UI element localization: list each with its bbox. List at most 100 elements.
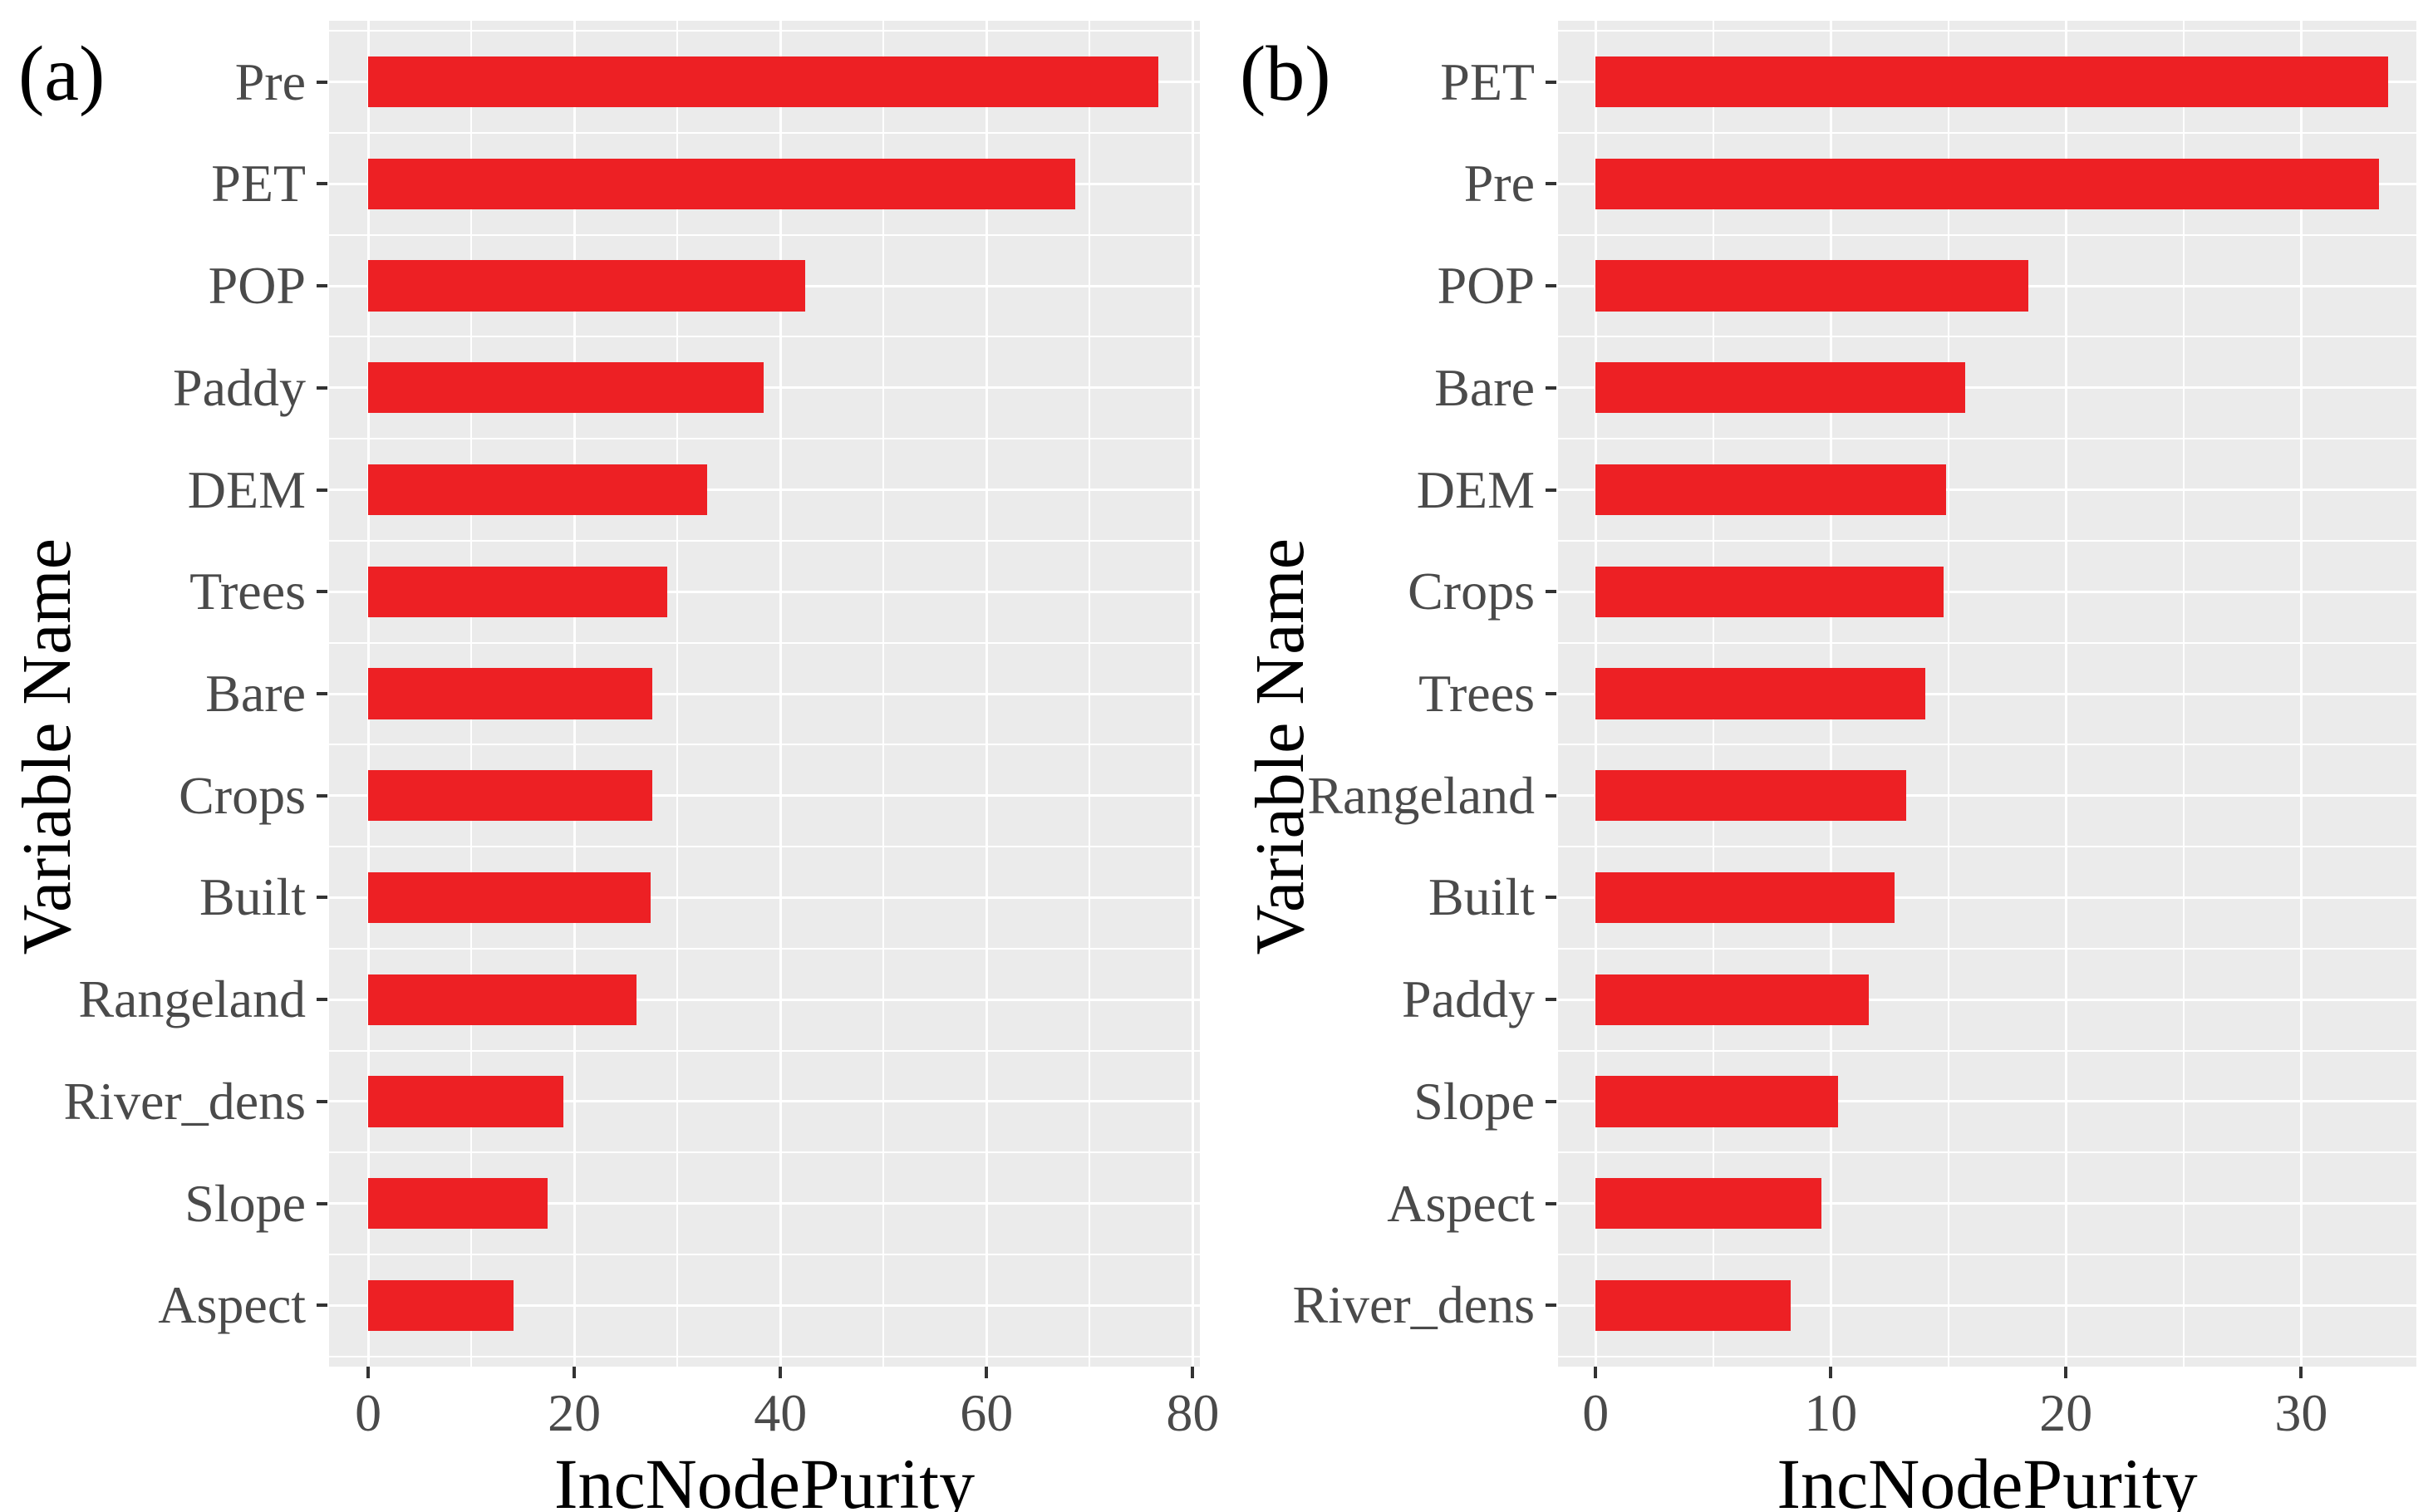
y-tick-mark [1546,182,1556,186]
gridline-horizontal-major [1558,794,2416,798]
bar-Slope [368,1177,548,1230]
gridline-horizontal-minor [329,744,1200,746]
bar-Bare [1595,362,1965,414]
gridline-horizontal-minor [1558,744,2416,746]
gridline-horizontal-minor [1558,1254,2416,1255]
bar-Trees [1595,668,1925,719]
y-category-label: Aspect [1387,1173,1535,1233]
y-tick-mark [1546,1201,1556,1205]
y-category-label: Paddy [1402,970,1535,1029]
y-category-label: Pre [234,52,306,111]
y-category-label: Pre [1463,154,1535,214]
bar-PET [1595,56,2389,108]
y-tick-mark [317,1303,327,1308]
x-tick-label: 80 [1166,1383,1220,1442]
gridline-horizontal-major [1558,386,2416,390]
x-tick-mark [985,1367,989,1378]
y-tick-mark [317,385,327,390]
x-axis-title-b: IncNodePurity [1777,1444,2198,1512]
gridline-horizontal-minor [329,1049,1200,1052]
y-category-label: Bare [1434,357,1535,417]
y-axis-title-a: Variable Name [8,538,86,955]
gridline-horizontal-major [329,998,1200,1001]
x-tick-mark [1191,1367,1195,1378]
y-category-label: Built [199,867,306,927]
gridline-horizontal-major [1558,896,2416,899]
y-category-label: DEM [1416,459,1535,519]
x-tick-mark [366,1367,371,1378]
gridline-horizontal-major [329,386,1200,390]
y-tick-mark [317,692,327,695]
y-tick-mark [1546,385,1556,390]
gridline-horizontal-major [329,590,1200,593]
y-category-label: Crops [179,765,306,825]
y-tick-mark [317,998,327,1002]
gridline-horizontal-major [329,1303,1200,1307]
gridline-horizontal-major [1558,488,2416,492]
gridline-horizontal-minor [329,233,1200,236]
bar-Paddy [1595,974,1869,1025]
y-category-label: PET [1440,52,1535,111]
gridline-horizontal-major [329,896,1200,899]
y-category-label: POP [1437,256,1535,316]
bar-chart-panel-b: IncNodePurity 0 10 20 30 PET Pre POP Bare DEM Cro… [1293,21,2416,1512]
x-tick-mark [1594,1367,1598,1378]
bar-Pre [368,56,1159,108]
y-category-label: Bare [205,664,306,723]
bar-Crops [368,770,653,822]
bar-Rangeland [1595,770,1906,822]
bar-Aspect [368,1279,514,1332]
y-category-label: Paddy [173,357,306,417]
y-tick-mark [317,80,327,84]
bar-DEM [368,464,708,516]
y-category-label: River_dens [63,1071,307,1131]
gridline-horizontal-minor [1558,30,2416,32]
y-tick-mark [317,182,327,186]
y-category-label: Trees [1418,664,1535,723]
y-tick-mark [317,896,327,900]
bar-River_dens [1595,1279,1792,1332]
panel-a-label: (a) [18,31,106,117]
gridline-horizontal-minor [1558,1355,2416,1357]
y-category-label: Slope [1413,1071,1535,1131]
gridline-horizontal-minor [329,539,1200,542]
x-tick-label: 0 [355,1383,382,1442]
bar-Built [1595,871,1895,924]
x-tick-label: 20 [548,1383,602,1442]
gridline-horizontal-major [329,1100,1200,1103]
bar-Paddy [368,362,764,414]
y-tick-mark [1546,998,1556,1002]
bar-DEM [1595,464,1946,516]
gridline-horizontal-minor [329,1151,1200,1154]
x-tick-mark [779,1367,783,1378]
bar-PET [368,158,1075,210]
y-tick-mark [1546,692,1556,695]
y-tick-mark [317,590,327,594]
bar-Bare [368,668,653,719]
gridline-horizontal-minor [329,846,1200,848]
y-category-label: Built [1428,867,1535,927]
gridline-horizontal-minor [1558,131,2416,134]
y-tick-mark [317,488,327,492]
x-tick-label: 60 [960,1383,1014,1442]
gridline-horizontal-minor [329,336,1200,338]
y-category-label: Aspect [158,1275,306,1335]
gridline-horizontal-minor [1558,1151,2416,1154]
gridline-horizontal-major [1558,692,2416,695]
gridline-horizontal-major [1558,998,2416,1001]
y-tick-mark [1546,1099,1556,1103]
plot-panel [329,21,1200,1367]
gridline-horizontal-minor [329,131,1200,134]
gridline-horizontal-minor [329,947,1200,950]
y-tick-mark [1546,896,1556,900]
y-tick-mark [1546,590,1556,594]
gridline-horizontal-minor [329,1254,1200,1255]
bar-Built [368,871,651,924]
gridline-horizontal-minor [329,438,1200,440]
gridline-horizontal-major [1558,1202,2416,1205]
y-category-label: Crops [1408,562,1535,621]
gridline-horizontal-minor [329,30,1200,32]
bar-POP [368,260,805,312]
y-tick-mark [1546,1303,1556,1308]
